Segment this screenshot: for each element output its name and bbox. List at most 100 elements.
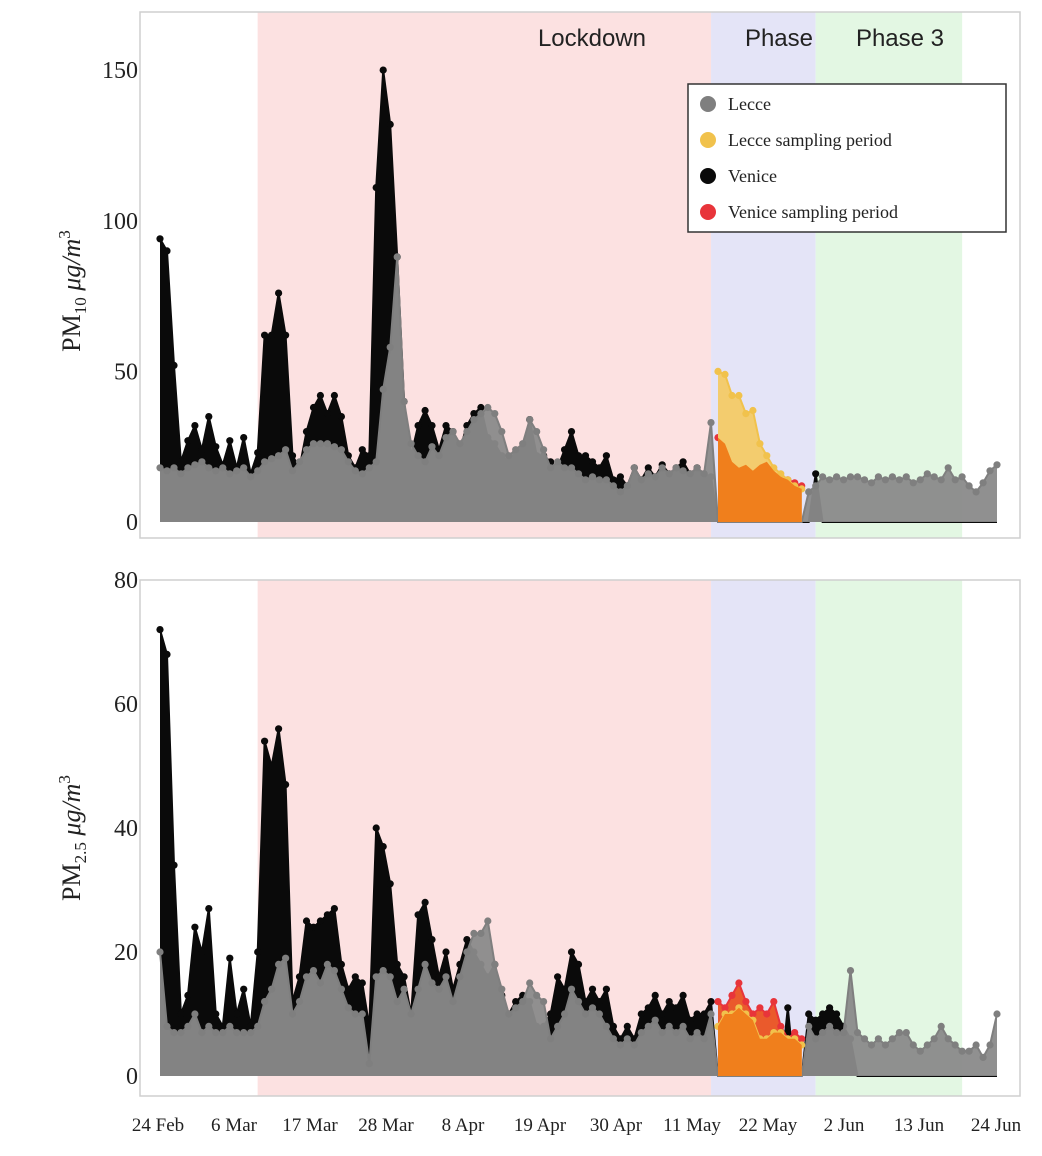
venice-sampling-period-point [770, 998, 778, 1006]
plot-frame [139, 11, 1021, 539]
venice-point [156, 626, 164, 634]
lecce-point [379, 385, 387, 393]
lecce-point [937, 1022, 945, 1030]
lecce-point [463, 948, 471, 956]
lecce-point [268, 455, 276, 463]
lecce-point [944, 1035, 952, 1043]
lecce-point [170, 464, 178, 472]
lecce-point [330, 443, 338, 451]
venice-point [574, 960, 583, 969]
y-tick-label: 60 [114, 692, 138, 718]
lecce-point [630, 464, 638, 472]
legend: Lecce Lecce sampling period Venice Venice s… [687, 83, 1007, 233]
venice-point [163, 650, 171, 659]
lecce-point [519, 440, 527, 448]
lecce-point [254, 1022, 262, 1030]
venice-point [212, 1010, 220, 1018]
venice-point [581, 998, 590, 1006]
venice-sampling-period-point [721, 1004, 729, 1012]
lecce-sampling-period-point [756, 440, 764, 448]
lecce-point [449, 998, 457, 1006]
x-tick-label: 11 May [663, 1115, 721, 1136]
lecce-point [574, 470, 583, 478]
lecce-point [212, 467, 220, 475]
venice-point [386, 880, 394, 888]
lecce-point [958, 1047, 966, 1055]
phase-band-phase-3 [815, 580, 963, 1096]
y-label-subscript: 10 [71, 297, 90, 314]
lecce-point [533, 428, 541, 436]
venice-point [602, 985, 611, 993]
lecce-point [316, 979, 324, 987]
lecce-point [344, 1004, 352, 1012]
lecce-point [874, 473, 883, 481]
venice-point [672, 1004, 680, 1012]
y-tick-label: 80 [114, 568, 138, 594]
y-tick-label: 100 [102, 209, 138, 235]
lecce-point [323, 960, 331, 969]
venice-point [170, 361, 178, 369]
venice-point [351, 973, 359, 981]
lecce-sampling-period-point [749, 406, 757, 415]
lecce-point [442, 973, 450, 981]
venice-point [812, 470, 820, 478]
lecce-point [672, 1029, 680, 1037]
lecce-point [826, 476, 834, 484]
venice-point [477, 403, 485, 412]
legend-box [687, 83, 1007, 233]
venice-point [302, 917, 311, 925]
lecce-point [840, 476, 848, 484]
venice-point [365, 1022, 373, 1030]
venice-point [609, 1022, 618, 1030]
lecce-point [177, 470, 185, 478]
lecce-point [323, 440, 331, 448]
phase-label: Phase 3 [856, 25, 944, 52]
venice-point [205, 905, 213, 913]
venice-point [226, 954, 234, 962]
venice-sampling-period-point [756, 1004, 764, 1012]
lecce-point [295, 458, 304, 466]
venice-point [567, 948, 576, 956]
venice-point [574, 452, 583, 460]
lecce-point [958, 473, 966, 481]
venice-point [177, 458, 185, 466]
venice-sampling-period-point [749, 1010, 757, 1018]
lecce-point [421, 458, 429, 466]
lecce-point [295, 998, 304, 1006]
x-tick-label: 24 Feb [132, 1115, 184, 1136]
y-tick-label: 150 [102, 58, 138, 84]
lecce-point [449, 428, 457, 436]
lecce-point [972, 488, 980, 496]
lecce-point [268, 985, 276, 993]
lecce-point [819, 473, 827, 481]
lecce-point [163, 467, 171, 475]
lecce-point [602, 476, 611, 484]
venice-point [686, 1016, 694, 1024]
lecce-point [595, 476, 604, 484]
y-tick-label: 0 [126, 1064, 138, 1090]
x-tick-label: 6 Mar [211, 1115, 258, 1136]
lecce-point [435, 985, 443, 993]
legend-label: Lecce sampling period [728, 130, 892, 150]
lecce-point [805, 488, 813, 496]
lecce-point [581, 476, 590, 484]
lecce-point [316, 440, 324, 448]
y-tick-label: 0 [126, 510, 138, 536]
lecce-point [965, 1047, 973, 1055]
venice-point [547, 1010, 555, 1018]
lecce-point [456, 973, 464, 981]
venice-sampling-period-point [798, 1035, 806, 1043]
venice-point [275, 725, 283, 733]
venice-point [282, 781, 290, 789]
venice-point [679, 458, 687, 466]
venice-point [421, 898, 429, 907]
venice-point [372, 824, 380, 832]
lecce-point [923, 470, 931, 478]
lecce-point [470, 416, 478, 424]
venice-point [616, 473, 625, 481]
lecce-point [686, 1035, 694, 1043]
lecce-point [282, 954, 290, 962]
lecce-point [944, 464, 952, 472]
lecce-point [240, 1029, 248, 1037]
venice-point [449, 985, 457, 993]
